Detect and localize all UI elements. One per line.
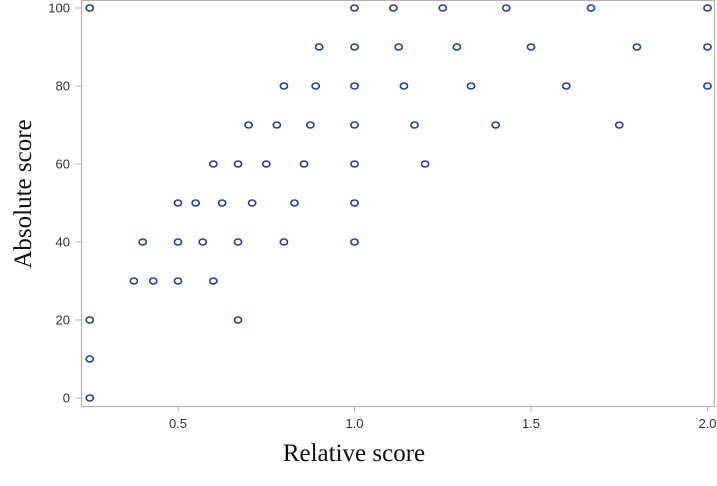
data-point (290, 199, 299, 207)
y-tick-label: 80 (56, 79, 70, 94)
data-point (526, 43, 536, 51)
data-point (217, 199, 227, 207)
y-axis: 0 20 40 60 80 100 (48, 1, 81, 406)
data-point (561, 82, 571, 90)
data-point (350, 43, 359, 51)
data-point (350, 238, 359, 246)
y-tick-label: 0 (63, 391, 70, 406)
data-point (129, 277, 139, 285)
x-tick-label: 1.5 (522, 416, 540, 431)
data-point (261, 160, 271, 168)
data-point (247, 199, 257, 207)
data-point (311, 82, 321, 90)
data-point (244, 121, 253, 129)
data-point (138, 238, 148, 246)
data-point (314, 43, 324, 51)
data-point (148, 277, 158, 285)
data-point (233, 160, 243, 168)
data-point (279, 238, 289, 246)
data-point (350, 121, 359, 129)
data-point (173, 238, 183, 246)
plot-frame (80, 0, 716, 408)
data-point (394, 43, 404, 51)
x-tick-label: 0.5 (169, 416, 187, 431)
data-point (233, 316, 243, 324)
y-axis-label: Absolute score (10, 119, 37, 269)
data-point (173, 199, 183, 207)
data-point (198, 238, 208, 246)
x-tick-label: 2.0 (698, 416, 716, 431)
data-point (586, 4, 596, 12)
data-point (350, 160, 359, 168)
data-point (466, 82, 476, 90)
y-tick-label: 60 (56, 157, 70, 172)
data-point (208, 160, 218, 168)
data-point (350, 82, 359, 90)
data-point (85, 394, 95, 402)
data-point (350, 4, 359, 12)
data-point (410, 121, 419, 129)
data-point (452, 43, 462, 51)
data-point (703, 82, 712, 90)
data-point (305, 121, 315, 129)
data-points (85, 4, 712, 402)
y-tick-label: 100 (48, 1, 70, 16)
y-tick-label: 40 (56, 235, 70, 250)
data-point (420, 160, 430, 168)
data-point (85, 355, 95, 363)
x-tick-label: 1.0 (345, 416, 363, 431)
data-point (173, 277, 183, 285)
y-tick-label: 20 (56, 313, 70, 328)
data-point (632, 43, 642, 51)
data-point (703, 43, 712, 51)
data-point (272, 121, 282, 129)
data-point (85, 4, 95, 12)
data-point (279, 82, 289, 90)
data-point (614, 121, 624, 129)
x-axis: 0.5 1.0 1.5 2.0 (169, 406, 717, 431)
data-point (388, 4, 398, 12)
data-point (438, 4, 448, 12)
data-point (501, 4, 511, 12)
data-point (491, 121, 501, 129)
data-point (703, 4, 712, 12)
data-point (191, 199, 201, 207)
data-point (399, 82, 409, 90)
data-point (299, 160, 309, 168)
data-point (233, 238, 243, 246)
data-point (350, 199, 359, 207)
data-point (208, 277, 218, 285)
data-point (85, 316, 95, 324)
x-axis-label: Relative score (282, 440, 426, 467)
